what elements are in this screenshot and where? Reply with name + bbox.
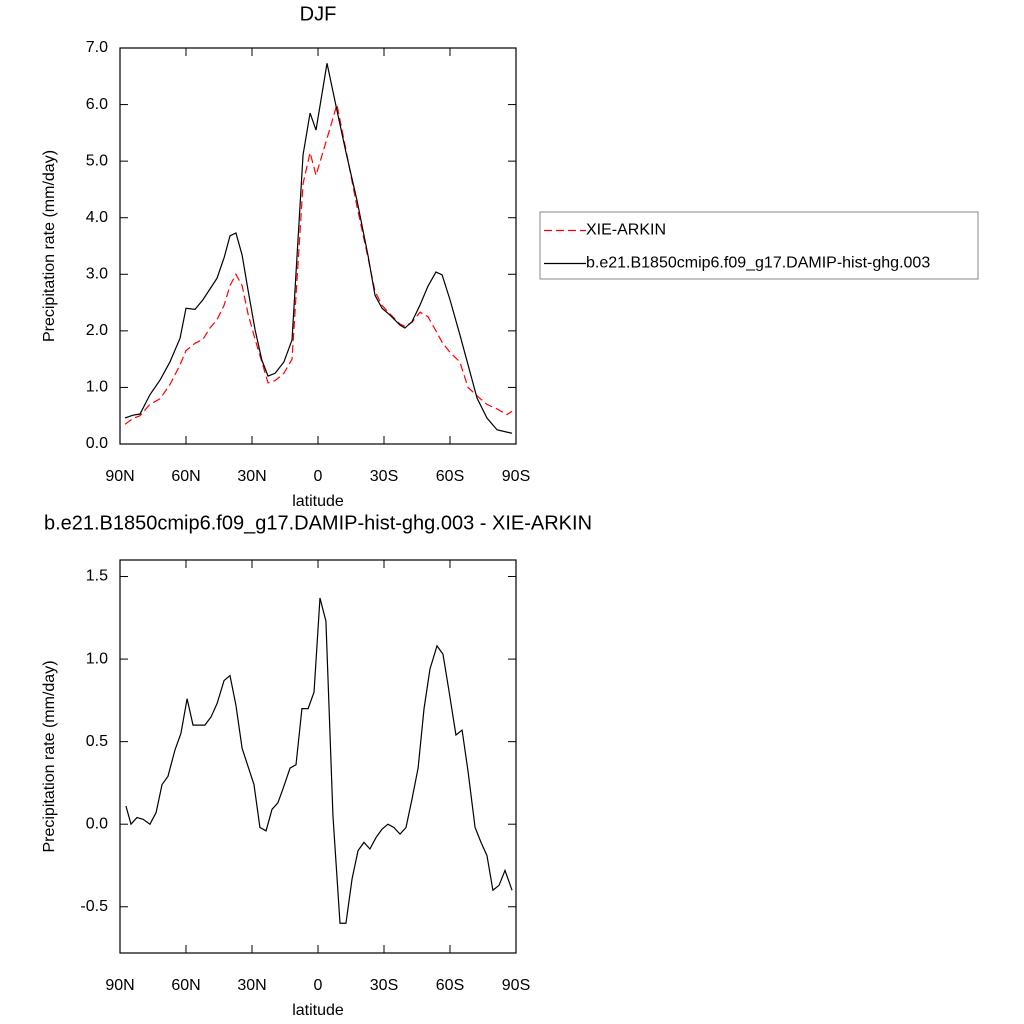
- x-tick-label: 30N: [237, 468, 266, 485]
- y-axis-label: Precipitation rate (mm/day): [41, 660, 58, 852]
- y-tick-label: 1.5: [86, 568, 108, 585]
- y-tick-label: 3.0: [86, 266, 108, 283]
- y-tick-label: 0.0: [86, 435, 108, 452]
- data-line: [124, 104, 513, 425]
- y-tick-label: 1.0: [86, 650, 108, 667]
- x-tick-label: 90S: [502, 977, 530, 994]
- y-tick-label: 4.0: [86, 209, 108, 226]
- y-tick-label: 0.5: [86, 733, 108, 750]
- chart-title: b.e21.B1850cmip6.f09_g17.DAMIP-hist-ghg.…: [44, 512, 592, 534]
- plot-frame: [119, 47, 517, 445]
- data-line: [124, 63, 513, 434]
- x-tick-label: 0: [314, 977, 323, 994]
- x-tick-label: 60S: [436, 468, 464, 485]
- x-axis-label: latitude: [292, 1002, 344, 1019]
- y-axis-label: Precipitation rate (mm/day): [41, 150, 58, 342]
- x-tick-label: 90N: [105, 977, 134, 994]
- y-tick-label: 7.0: [86, 39, 108, 56]
- x-axis-label: latitude: [292, 493, 344, 510]
- y-tick-label: 0.0: [86, 815, 108, 832]
- x-tick-label: 30S: [370, 977, 398, 994]
- y-tick-label: 6.0: [86, 96, 108, 113]
- x-tick-label: 30N: [237, 977, 266, 994]
- legend-box: [539, 211, 979, 280]
- data-line: [125, 597, 513, 924]
- x-tick-label: 90N: [105, 468, 134, 485]
- chart-title: DJF: [300, 3, 337, 25]
- plot-frame: [119, 559, 517, 954]
- x-tick-label: 60N: [171, 468, 200, 485]
- x-tick-label: 90S: [502, 468, 530, 485]
- x-tick-label: 60N: [171, 977, 200, 994]
- y-tick-label: -0.5: [80, 898, 108, 915]
- y-tick-label: 1.0: [86, 379, 108, 396]
- x-tick-label: 0: [314, 468, 323, 485]
- x-tick-label: 30S: [370, 468, 398, 485]
- y-tick-label: 5.0: [86, 152, 108, 169]
- y-tick-label: 2.0: [86, 322, 108, 339]
- legend-label: XIE-ARKIN: [586, 222, 666, 239]
- legend-label: b.e21.B1850cmip6.f09_g17.DAMIP-hist-ghg.…: [586, 255, 930, 272]
- x-tick-label: 60S: [436, 977, 464, 994]
